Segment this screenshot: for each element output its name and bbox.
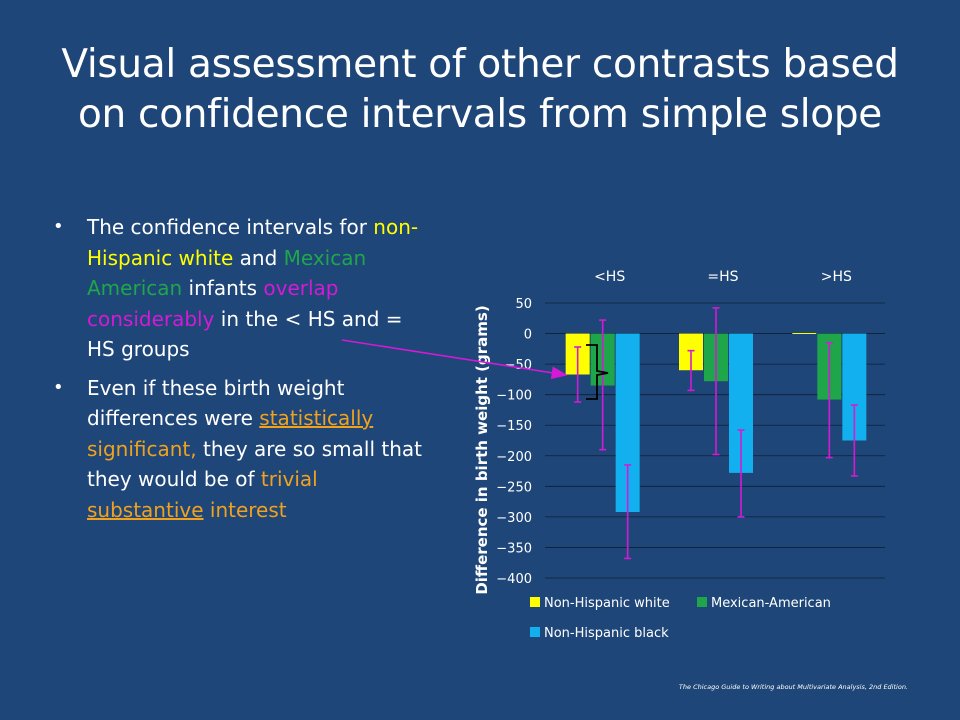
annotation-arrow bbox=[341, 339, 568, 380]
bullet-text-segment: and bbox=[233, 245, 284, 270]
bullet-text-segment: overlap considerably bbox=[87, 276, 339, 331]
y-tick-label: −150 bbox=[496, 419, 532, 434]
y-tick-label: −400 bbox=[496, 572, 532, 587]
legend-swatch bbox=[530, 627, 540, 637]
legend-label: Non-Hispanic black bbox=[544, 626, 669, 641]
legend-swatch bbox=[697, 597, 707, 607]
slide-title: Visual assessment of other contrasts bas… bbox=[61, 42, 899, 137]
y-axis-label: Difference in birth weight (grams) bbox=[473, 305, 491, 594]
legend-swatch bbox=[530, 597, 540, 607]
bullet-text-segment: Even if these birth weight differences w… bbox=[87, 375, 345, 431]
category-label: =HS bbox=[707, 269, 738, 285]
y-tick-label: −100 bbox=[496, 389, 532, 404]
bullet-text-segment: in the < HS and = HS groups bbox=[87, 306, 403, 362]
y-tick-label: −250 bbox=[496, 480, 532, 495]
legend-label: Non-Hispanic white bbox=[544, 596, 670, 611]
y-tick-label: −200 bbox=[496, 450, 532, 465]
bullet-text-segment: trivial bbox=[260, 467, 318, 491]
category-label: >HS bbox=[821, 269, 852, 285]
bullet-item: The confidence intervals for non-Hispani… bbox=[50, 212, 435, 365]
legend-label: Mexican-American bbox=[711, 596, 831, 611]
y-tick-label: −350 bbox=[496, 541, 532, 556]
y-tick-label: 50 bbox=[515, 297, 532, 312]
bullet-item: Even if these birth weight differences w… bbox=[50, 373, 435, 526]
y-tick-label: 0 bbox=[524, 328, 532, 343]
bullet-text-segment: substantive bbox=[87, 497, 204, 522]
bullet-text-segment: significant, bbox=[87, 436, 197, 461]
overlap-bracket bbox=[586, 344, 609, 400]
y-tick-label: −300 bbox=[496, 511, 532, 526]
bullet-text-segment: they are so small that they would be of bbox=[87, 436, 422, 492]
bullet-list: The confidence intervals for non-Hispani… bbox=[50, 212, 435, 533]
bullet-text-segment: The confidence intervals for bbox=[87, 215, 374, 239]
bullet-text-segment: infants bbox=[182, 276, 264, 300]
footer-credit: The Chicago Guide to Writing about Multi… bbox=[678, 683, 908, 691]
bullet-text-segment: Mexican American bbox=[87, 245, 367, 301]
category-label: <HS bbox=[594, 269, 625, 285]
bullet-text-segment: non-Hispanic white bbox=[87, 215, 419, 270]
bullet-text-segment: statistically bbox=[259, 406, 374, 430]
bullet-text-segment: interest bbox=[203, 497, 287, 522]
